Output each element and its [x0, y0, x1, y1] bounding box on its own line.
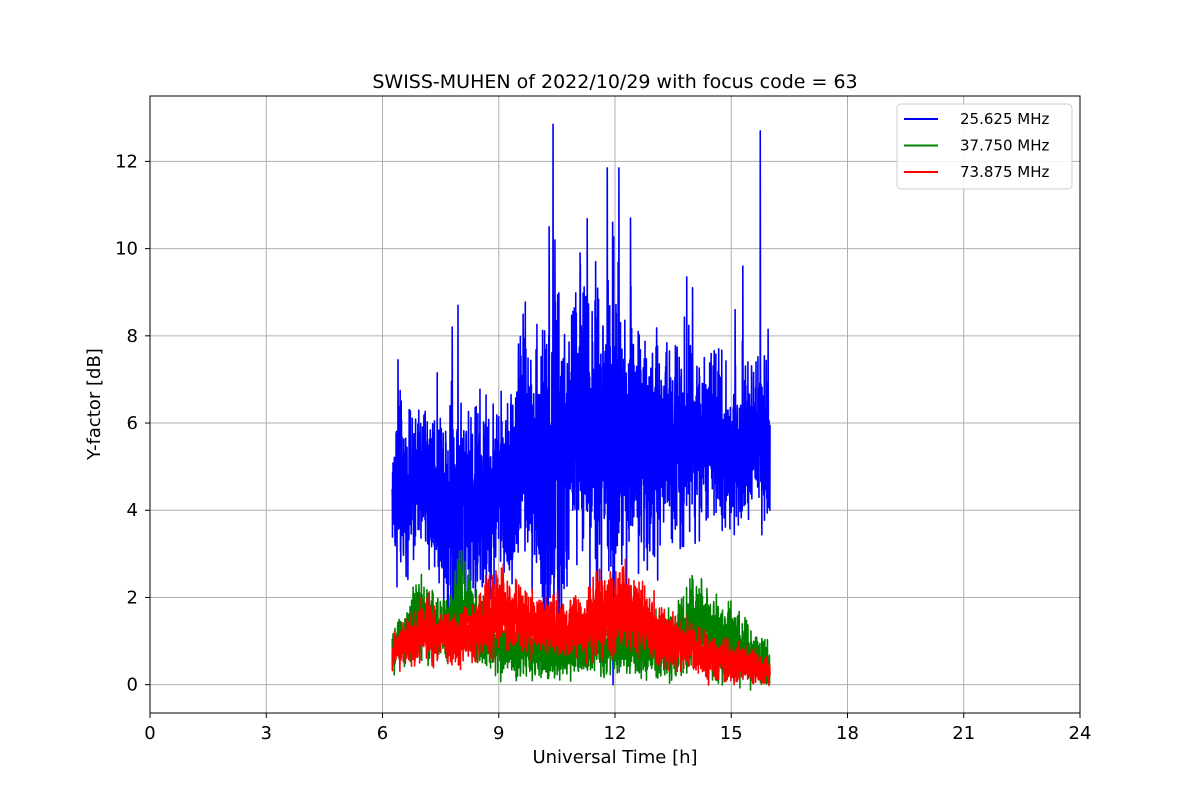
x-tick-label: 12 — [604, 723, 627, 744]
chart-title: SWISS-MUHEN of 2022/10/29 with focus cod… — [372, 71, 857, 93]
legend: 25.625 MHz 37.750 MHz 73.875 MHz — [896, 103, 1073, 190]
series-line-2 — [391, 549, 771, 691]
legend-label-2: 37.750 MHz — [960, 137, 1049, 155]
y-tick-label: 0 — [127, 675, 138, 696]
x-tick-label: 21 — [952, 723, 975, 744]
y-tick-label: 10 — [115, 239, 138, 260]
x-tick-label: 0 — [144, 723, 155, 744]
y-axis-label: Y-factor [dB] — [84, 348, 105, 461]
x-tick-label: 9 — [493, 723, 504, 744]
x-tick-label: 3 — [261, 723, 272, 744]
x-tick-label: 18 — [836, 723, 859, 744]
y-tick-label: 12 — [115, 151, 138, 172]
x-tick-label: 15 — [720, 723, 743, 744]
y-tick-label: 4 — [127, 500, 138, 521]
x-axis-label: Universal Time [h] — [532, 747, 697, 768]
series-line-1 — [391, 123, 771, 686]
y-tick-label: 8 — [127, 326, 138, 347]
series-line-3 — [391, 558, 771, 687]
y-tick-label: 2 — [127, 587, 138, 608]
x-tick-label: 6 — [377, 723, 388, 744]
series-layer — [391, 123, 771, 691]
legend-box — [896, 103, 1073, 190]
legend-label-1: 25.625 MHz — [960, 110, 1049, 128]
legend-label-3: 73.875 MHz — [960, 163, 1049, 181]
x-tick-label: 24 — [1069, 723, 1092, 744]
y-tick-label: 6 — [127, 413, 138, 434]
